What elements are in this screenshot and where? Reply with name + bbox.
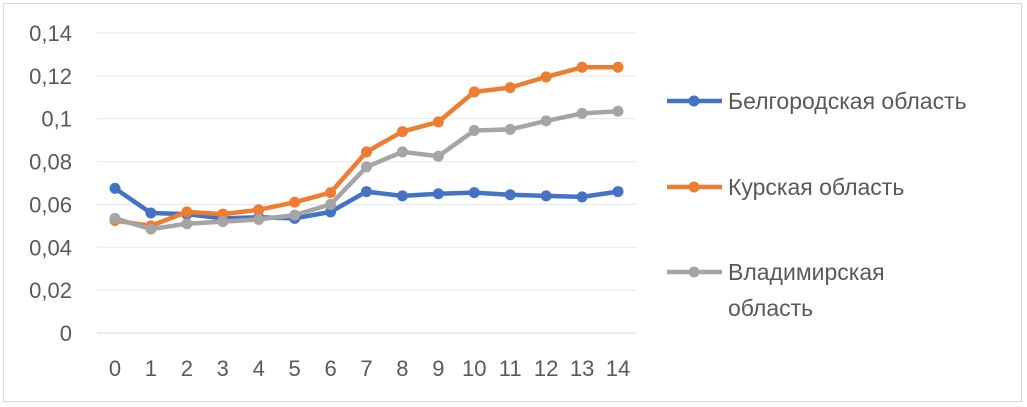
legend-label: Курская область bbox=[728, 174, 904, 200]
data-point bbox=[540, 190, 552, 202]
series-lines bbox=[109, 61, 624, 235]
data-point bbox=[325, 187, 337, 199]
data-point bbox=[253, 213, 265, 225]
x-tick-label: 0 bbox=[109, 356, 121, 381]
x-tick-label: 8 bbox=[396, 356, 408, 381]
data-point bbox=[540, 71, 552, 83]
data-point bbox=[253, 204, 265, 216]
data-point bbox=[396, 190, 408, 202]
legend-marker bbox=[688, 95, 700, 107]
data-point bbox=[576, 107, 588, 119]
data-point bbox=[109, 212, 121, 224]
data-point bbox=[540, 115, 552, 127]
legend-marker bbox=[688, 266, 700, 278]
data-point bbox=[576, 61, 588, 73]
data-point bbox=[109, 182, 121, 194]
series-2 bbox=[109, 61, 624, 232]
series-3 bbox=[109, 105, 624, 235]
data-point bbox=[145, 207, 157, 219]
x-tick-label: 12 bbox=[534, 356, 558, 381]
data-point bbox=[468, 86, 480, 98]
data-point bbox=[468, 125, 480, 136]
x-tick-label: 13 bbox=[570, 356, 594, 381]
y-tick-label: 0,12 bbox=[29, 64, 72, 89]
y-tick-label: 0,06 bbox=[29, 192, 72, 217]
legend-item: Белгородская область bbox=[667, 88, 967, 114]
y-tick-label: 0,04 bbox=[29, 235, 72, 260]
data-point bbox=[289, 209, 301, 221]
x-tick-label: 1 bbox=[145, 356, 157, 381]
x-tick-label: 11 bbox=[499, 356, 522, 381]
series-1 bbox=[109, 182, 624, 224]
x-tick-label: 6 bbox=[324, 356, 336, 381]
data-point bbox=[504, 82, 516, 94]
x-tick-label: 9 bbox=[432, 356, 444, 381]
data-point bbox=[576, 191, 588, 203]
y-tick-label: 0,08 bbox=[29, 150, 72, 175]
x-tick-label: 7 bbox=[360, 356, 372, 381]
legend-label: Белгородская область bbox=[728, 88, 967, 114]
x-tick-label: 5 bbox=[289, 356, 301, 381]
legend-label: область bbox=[728, 295, 813, 321]
data-point bbox=[612, 61, 624, 73]
data-point bbox=[361, 186, 372, 198]
data-point bbox=[612, 105, 624, 117]
data-point bbox=[612, 186, 624, 198]
y-tick-label: 0,02 bbox=[29, 278, 72, 303]
legend-item: Курская область bbox=[667, 174, 904, 200]
data-point bbox=[181, 218, 193, 230]
legend-marker bbox=[688, 181, 700, 193]
gridlines bbox=[97, 32, 636, 334]
y-tick-label: 0,1 bbox=[41, 107, 72, 132]
data-point bbox=[217, 216, 229, 228]
data-point bbox=[468, 187, 480, 199]
x-tick-label: 14 bbox=[606, 356, 630, 381]
x-tick-label: 10 bbox=[462, 356, 486, 381]
data-point bbox=[432, 188, 444, 200]
x-axis-tick-labels: 0 1 2 3 4 5 6 7 8 9 10 11 12 13 14 bbox=[109, 356, 630, 381]
y-tick-label: 0 bbox=[60, 321, 72, 346]
data-point bbox=[181, 206, 193, 218]
data-point bbox=[361, 161, 372, 173]
data-point bbox=[289, 196, 301, 208]
data-point bbox=[361, 146, 372, 158]
data-point bbox=[145, 223, 157, 235]
data-point bbox=[504, 123, 516, 135]
data-point bbox=[504, 189, 516, 201]
y-tick-label: 0,14 bbox=[29, 21, 72, 46]
legend: Белгородская область Курская область Влади… bbox=[667, 88, 967, 321]
data-point bbox=[396, 126, 408, 138]
data-point bbox=[396, 146, 408, 158]
data-point bbox=[325, 198, 337, 210]
legend-label: Владимирская bbox=[728, 259, 885, 285]
chart-frame bbox=[3, 3, 1022, 402]
y-axis-tick-labels: 0 0,02 0,04 0,06 0,08 0,1 0,12 0,14 bbox=[29, 21, 72, 346]
x-tick-label: 2 bbox=[181, 356, 193, 381]
legend-item: Владимирская область bbox=[667, 259, 885, 321]
x-tick-label: 4 bbox=[253, 356, 265, 381]
data-point bbox=[432, 116, 444, 128]
x-tick-label: 3 bbox=[217, 356, 229, 381]
data-point bbox=[432, 150, 444, 162]
